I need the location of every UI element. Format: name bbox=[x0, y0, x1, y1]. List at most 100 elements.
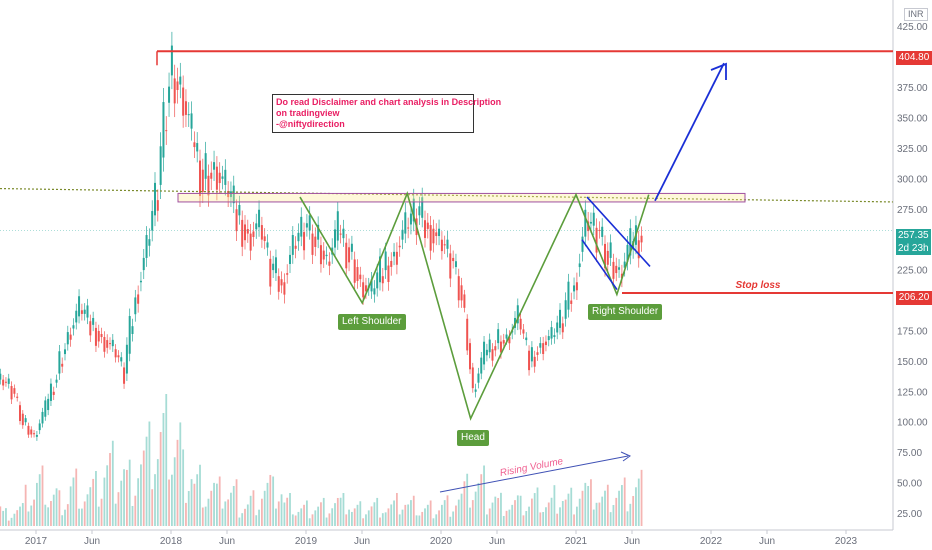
candle-body bbox=[47, 398, 50, 411]
volume-bar bbox=[176, 439, 179, 526]
volume-bar bbox=[367, 510, 370, 526]
volume-bar bbox=[398, 514, 401, 526]
volume-bar bbox=[66, 504, 69, 526]
y-tick-label: 75.00 bbox=[897, 448, 922, 459]
candle-body bbox=[390, 260, 393, 267]
candle-body bbox=[19, 405, 21, 422]
volume-bar bbox=[609, 512, 612, 526]
candle-body bbox=[280, 279, 283, 286]
volume-bar bbox=[64, 509, 66, 526]
volume-bar bbox=[0, 506, 2, 526]
candle-body bbox=[443, 244, 446, 246]
volume-bar bbox=[100, 498, 103, 526]
candle-body bbox=[148, 239, 151, 246]
candle-body bbox=[49, 383, 52, 401]
volume-bar bbox=[576, 506, 578, 526]
volume-bar bbox=[227, 499, 230, 526]
candle-body bbox=[137, 294, 140, 304]
candle-body bbox=[229, 191, 232, 198]
volume-bar bbox=[477, 482, 480, 526]
candle-body bbox=[409, 213, 412, 225]
candle-body bbox=[16, 396, 19, 398]
candle-body bbox=[227, 190, 230, 198]
target-arrow bbox=[654, 62, 725, 202]
x-tick-label: Jun bbox=[354, 536, 370, 547]
candle-body bbox=[21, 413, 24, 426]
candle-body bbox=[78, 296, 81, 317]
candle-body bbox=[449, 253, 452, 279]
candle-body bbox=[277, 276, 280, 292]
x-tick-label: Jun bbox=[624, 536, 640, 547]
volume-bar bbox=[564, 499, 567, 526]
neckline-zone bbox=[177, 192, 746, 203]
volume-bar bbox=[36, 482, 38, 526]
note-line-3: -@niftydirection bbox=[276, 119, 345, 129]
volume-bar bbox=[47, 507, 50, 526]
candle-body bbox=[2, 379, 5, 386]
note-line-1: Do read Disclaimer and chart analysis in… bbox=[276, 97, 502, 107]
candle-body bbox=[176, 81, 179, 90]
target-arrow-head bbox=[710, 62, 727, 80]
volume-bar bbox=[384, 512, 387, 526]
volume-bar bbox=[19, 506, 21, 526]
volume-bar bbox=[604, 490, 606, 526]
pattern-zigzag bbox=[299, 190, 650, 421]
volume-bar bbox=[182, 449, 185, 526]
candle-body bbox=[97, 330, 100, 342]
candle-body bbox=[0, 373, 2, 380]
volume-bar bbox=[156, 459, 159, 526]
candle-body bbox=[193, 142, 196, 148]
candle-body bbox=[308, 215, 311, 231]
volume-bar bbox=[81, 508, 83, 526]
volume-bar bbox=[196, 474, 199, 526]
candle-body bbox=[238, 205, 241, 216]
candle-body bbox=[58, 351, 61, 374]
y-tick-label: 25.00 bbox=[897, 509, 922, 520]
volume-bar bbox=[457, 499, 460, 526]
volume-bar bbox=[601, 496, 604, 526]
right-shoulder-badge: Right Shoulder bbox=[588, 304, 663, 320]
candle-body bbox=[578, 263, 581, 268]
volume-bar bbox=[531, 498, 533, 526]
candle-body bbox=[170, 45, 173, 76]
candle-body bbox=[100, 333, 103, 338]
candle-body bbox=[570, 300, 573, 304]
volume-bar bbox=[317, 506, 320, 526]
volume-bar bbox=[435, 514, 438, 526]
candle-body bbox=[362, 282, 365, 298]
candle-body bbox=[334, 229, 336, 248]
volume-bar bbox=[401, 509, 404, 526]
volume-bar bbox=[50, 501, 52, 526]
volume-bar bbox=[308, 518, 311, 526]
candle-body bbox=[556, 322, 559, 333]
volume-bar bbox=[235, 479, 238, 526]
volume-bar bbox=[412, 495, 415, 526]
volume-bar bbox=[44, 504, 47, 526]
volume-bar bbox=[83, 501, 86, 526]
volume-bar bbox=[269, 474, 272, 526]
volume-bar bbox=[418, 515, 421, 526]
volume-bar bbox=[500, 492, 502, 526]
candle-body bbox=[424, 220, 426, 238]
candle-body bbox=[336, 211, 339, 241]
head-badge: Head bbox=[457, 430, 489, 446]
y-tick-label: 375.00 bbox=[897, 83, 928, 94]
candle-body bbox=[249, 233, 252, 251]
candle-body bbox=[446, 239, 449, 249]
candle-body bbox=[516, 305, 519, 324]
volume-bar bbox=[55, 488, 58, 526]
candle-body bbox=[252, 231, 255, 237]
candle-body bbox=[561, 323, 564, 333]
candle-body bbox=[241, 219, 244, 247]
candle-body bbox=[339, 233, 342, 235]
volume-bar bbox=[511, 504, 514, 526]
candle-body bbox=[92, 317, 95, 325]
volume-bar bbox=[539, 512, 542, 526]
volume-bar bbox=[381, 513, 384, 526]
volume-bar bbox=[469, 507, 471, 526]
candle-body bbox=[201, 169, 204, 192]
volume-bar bbox=[460, 493, 463, 526]
y-tick-label: 225.00 bbox=[897, 266, 928, 277]
currency-label: INR bbox=[904, 8, 928, 21]
